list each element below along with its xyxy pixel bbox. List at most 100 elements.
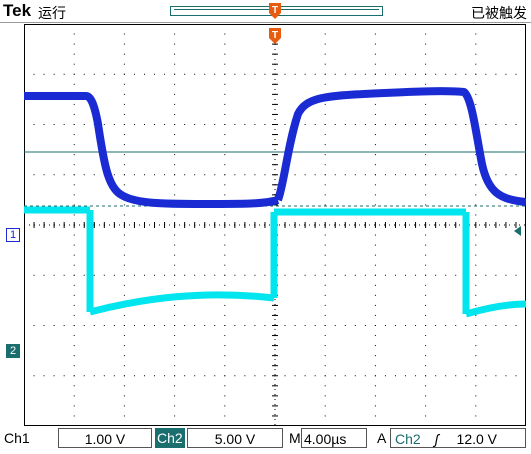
grid-dot: [294, 375, 296, 377]
grid-dot: [425, 53, 427, 55]
grid-dot: [405, 325, 407, 326]
grid-dot: [73, 405, 75, 407]
grid-dot: [43, 124, 45, 125]
grid-dot: [73, 365, 75, 367]
grid-dot: [53, 274, 55, 276]
grid-dot: [123, 294, 125, 296]
trigger-level-arrow-icon[interactable]: [514, 226, 521, 236]
grid-dot: [425, 254, 427, 256]
grid-dot: [415, 73, 417, 75]
grid-dot: [224, 83, 226, 85]
acquisition-state: 运行: [38, 6, 66, 22]
grid-dot: [475, 314, 477, 316]
trigger-settings[interactable]: Ch2 ʃ 12.0 V: [390, 428, 526, 448]
grid-dot: [224, 405, 226, 407]
ch2-label: Ch2: [155, 428, 185, 448]
timebase-value[interactable]: 4.00µs: [301, 428, 367, 448]
grid-dot: [495, 325, 497, 326]
grid-dot: [324, 244, 326, 246]
grid-dot: [53, 375, 55, 377]
grid-dot: [93, 174, 95, 176]
grid-dot: [374, 274, 376, 276]
grid-dot: [445, 124, 447, 125]
grid-dot: [425, 264, 427, 266]
grid-dot: [174, 124, 176, 125]
grid-dot: [425, 335, 427, 337]
grid-dot: [194, 73, 196, 75]
grid-dot: [174, 254, 176, 256]
grid-dot: [123, 214, 125, 216]
grid-dot: [143, 375, 145, 377]
grid-dot: [63, 274, 65, 276]
grid-dot: [364, 174, 366, 176]
grid-dot: [224, 335, 226, 337]
grid-dot: [505, 124, 507, 125]
grid-dot: [485, 274, 487, 276]
grid-dot: [475, 103, 477, 105]
grid-dot: [174, 93, 176, 95]
grid-dot: [314, 375, 316, 377]
ch1-ground-marker[interactable]: 1: [6, 228, 20, 242]
grid-dot: [475, 264, 477, 266]
grid-dot: [73, 415, 75, 417]
grid-dot: [73, 124, 75, 125]
grid-dot: [324, 335, 326, 337]
grid-dot: [334, 124, 336, 125]
grid-dot: [73, 43, 75, 45]
grid-dot: [374, 294, 376, 296]
grid-dot: [264, 274, 266, 276]
grid-dot: [83, 274, 85, 276]
grid-dot: [174, 134, 176, 136]
ch2-ground-marker[interactable]: 2: [6, 344, 20, 358]
grid-dot: [475, 194, 477, 196]
grid-dot: [374, 33, 376, 35]
grid-dot: [364, 375, 366, 377]
grid-dot: [374, 385, 376, 387]
grid-dot: [83, 375, 85, 377]
grid-dot: [425, 314, 427, 316]
ch2-trace-segment: [89, 291, 275, 316]
grid-dot: [374, 234, 376, 236]
waveform-display[interactable]: [24, 24, 526, 426]
grid-dot: [184, 73, 186, 75]
grid-dot: [244, 274, 246, 276]
grid-dot: [435, 124, 437, 125]
grid-dot: [244, 73, 246, 75]
trigger-position-marker[interactable]: T T: [268, 2, 282, 44]
grid-dot: [123, 395, 125, 397]
grid-dot: [465, 325, 467, 326]
grid-dot: [324, 405, 326, 407]
grid-dot: [324, 345, 326, 347]
grid-dot: [475, 375, 477, 377]
grid-dot: [184, 325, 186, 326]
grid-dot: [24, 73, 25, 75]
grid-dot: [324, 24, 326, 25]
grid-dot: [374, 395, 376, 397]
grid-dot: [334, 325, 336, 326]
grid-dot: [194, 375, 196, 377]
grid-dot: [164, 375, 166, 377]
grid-dot: [174, 274, 176, 276]
grid-dot: [224, 93, 226, 95]
grid-dot: [294, 325, 296, 326]
grid-dot: [224, 144, 226, 146]
ch1-scale[interactable]: 1.00 V: [58, 428, 152, 448]
grid-dot: [314, 274, 316, 276]
grid-dot: [455, 325, 457, 326]
grid-dot: [475, 73, 477, 75]
grid-dot: [425, 405, 427, 407]
grid-dot: [103, 73, 105, 75]
ch2-scale[interactable]: 5.00 V: [187, 428, 283, 448]
ch2-trace-segment: [465, 300, 526, 318]
grid-dot: [425, 345, 427, 347]
timebase-label: M: [289, 430, 301, 446]
grid-dot: [174, 234, 176, 236]
grid-dot: [374, 154, 376, 156]
grid-dot: [374, 174, 376, 176]
grid-dot: [224, 264, 226, 266]
grid-dot: [364, 73, 366, 75]
grid-dot: [224, 194, 226, 196]
grid-dot: [123, 63, 125, 65]
grid-dot: [354, 274, 356, 276]
grid-dot: [123, 345, 125, 347]
